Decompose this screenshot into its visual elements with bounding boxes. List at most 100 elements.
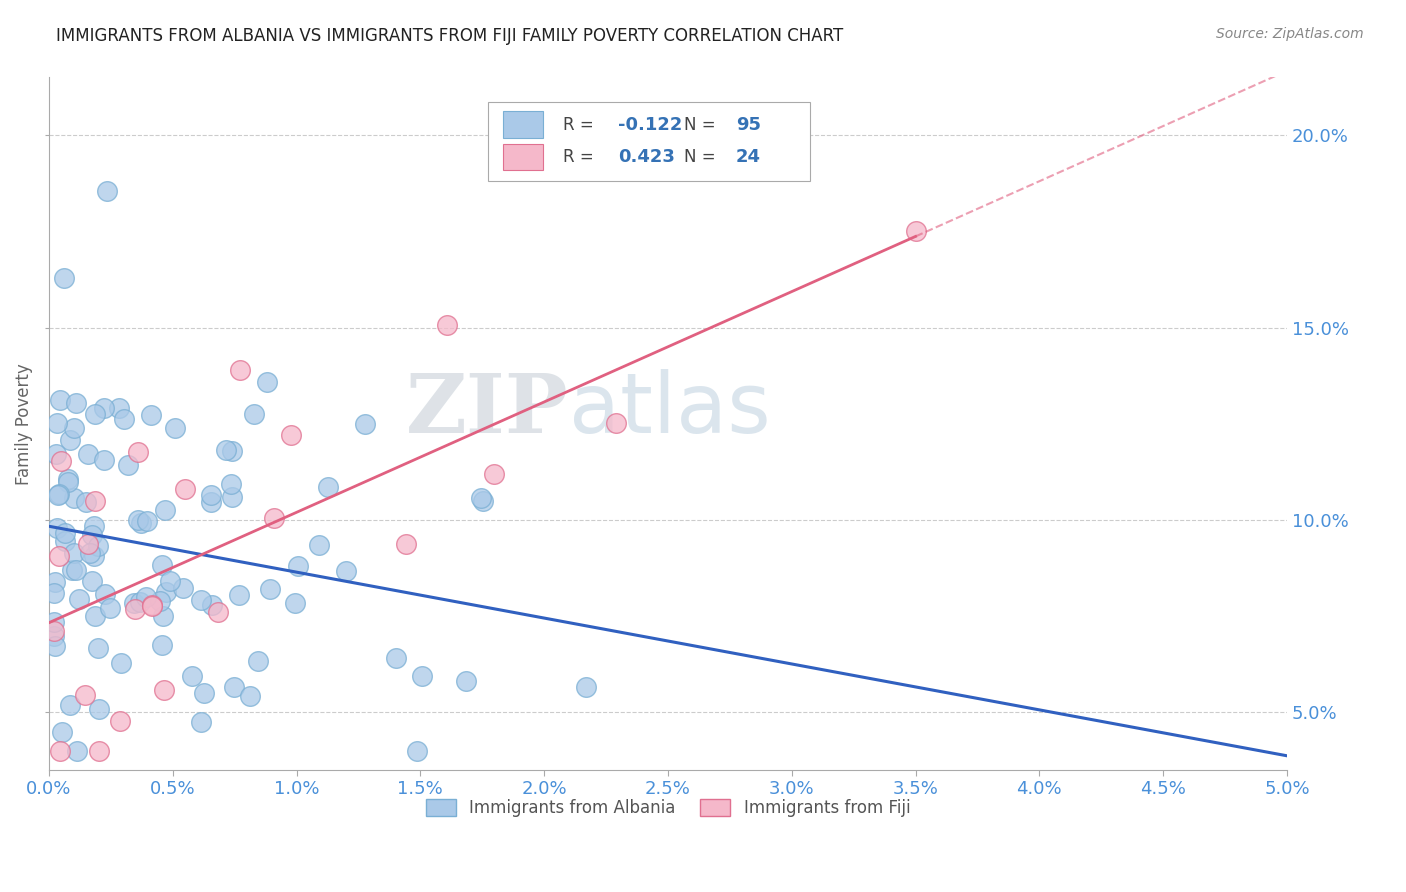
Point — [49, 744, 72, 758]
Point — [77, 447, 100, 461]
Point — [75, 495, 97, 509]
Point — [83, 519, 105, 533]
Point — [65, 744, 87, 758]
Point — [153, 682, 176, 697]
Point — [53, 271, 76, 285]
Point — [84, 407, 107, 421]
Point — [135, 514, 157, 528]
Point — [80, 574, 103, 589]
Point — [124, 602, 146, 616]
Point — [256, 375, 278, 389]
Point — [153, 503, 176, 517]
Point — [308, 538, 330, 552]
Point — [200, 495, 222, 509]
Bar — [488, 102, 810, 181]
Point — [89, 744, 111, 758]
Point — [316, 480, 339, 494]
Point — [335, 564, 357, 578]
Point — [200, 488, 222, 502]
Point — [44, 639, 66, 653]
Point — [84, 493, 107, 508]
Point — [259, 582, 281, 596]
Point — [239, 690, 262, 704]
Point — [59, 433, 82, 447]
Point — [42, 615, 65, 629]
Point — [49, 454, 72, 468]
Point — [46, 416, 69, 430]
Point — [128, 595, 150, 609]
Point — [59, 698, 82, 712]
Point — [63, 420, 86, 434]
Text: Source: ZipAtlas.com: Source: ZipAtlas.com — [1216, 27, 1364, 41]
Point — [163, 421, 186, 435]
Point — [141, 599, 163, 614]
Bar — [503, 112, 543, 137]
Point — [395, 537, 418, 551]
Point — [96, 185, 118, 199]
Point — [139, 408, 162, 422]
Point — [172, 581, 194, 595]
Point — [207, 605, 229, 619]
Point — [456, 674, 478, 689]
Point — [45, 447, 67, 461]
Point — [605, 417, 627, 431]
Point — [73, 688, 96, 702]
Text: 95: 95 — [737, 116, 761, 134]
Point — [48, 549, 70, 563]
Point — [174, 482, 197, 496]
Point — [150, 638, 173, 652]
Point — [87, 702, 110, 716]
Point — [67, 591, 90, 606]
Point — [65, 395, 87, 409]
Point — [190, 715, 212, 730]
Point — [222, 681, 245, 695]
Point — [56, 473, 79, 487]
Text: IMMIGRANTS FROM ALBANIA VS IMMIGRANTS FROM FIJI FAMILY POVERTY CORRELATION CHART: IMMIGRANTS FROM ALBANIA VS IMMIGRANTS FR… — [56, 27, 844, 45]
Point — [53, 533, 76, 548]
Point — [159, 574, 181, 589]
Point — [201, 598, 224, 612]
Point — [46, 521, 69, 535]
Point — [86, 539, 108, 553]
Point — [135, 590, 157, 604]
Point — [65, 563, 87, 577]
Point — [94, 587, 117, 601]
Text: R =: R = — [562, 148, 599, 166]
Point — [470, 491, 492, 506]
Point — [152, 609, 174, 624]
Point — [63, 546, 86, 560]
Point — [117, 458, 139, 472]
Point — [51, 724, 73, 739]
Point — [127, 444, 149, 458]
Point — [411, 669, 433, 683]
Point — [86, 640, 108, 655]
Text: N =: N = — [685, 148, 721, 166]
Point — [44, 575, 66, 590]
Point — [80, 528, 103, 542]
Y-axis label: Family Poverty: Family Poverty — [15, 363, 32, 484]
Text: -0.122: -0.122 — [619, 116, 683, 134]
Point — [49, 393, 72, 408]
Point — [574, 680, 596, 694]
Point — [48, 488, 70, 502]
Point — [221, 490, 243, 504]
Point — [471, 494, 494, 508]
Point — [150, 558, 173, 573]
Point — [155, 585, 177, 599]
Point — [406, 744, 429, 758]
Point — [42, 624, 65, 638]
Text: 24: 24 — [737, 148, 761, 166]
Point — [110, 656, 132, 670]
Bar — [503, 144, 543, 170]
Point — [247, 654, 270, 668]
Point — [904, 224, 927, 238]
Text: atlas: atlas — [569, 369, 770, 450]
Text: R =: R = — [562, 116, 599, 134]
Point — [60, 563, 83, 577]
Text: ZIP: ZIP — [406, 370, 569, 450]
Point — [63, 491, 86, 506]
Point — [436, 318, 458, 333]
Point — [284, 596, 307, 610]
Text: 0.423: 0.423 — [619, 148, 675, 166]
Point — [228, 589, 250, 603]
